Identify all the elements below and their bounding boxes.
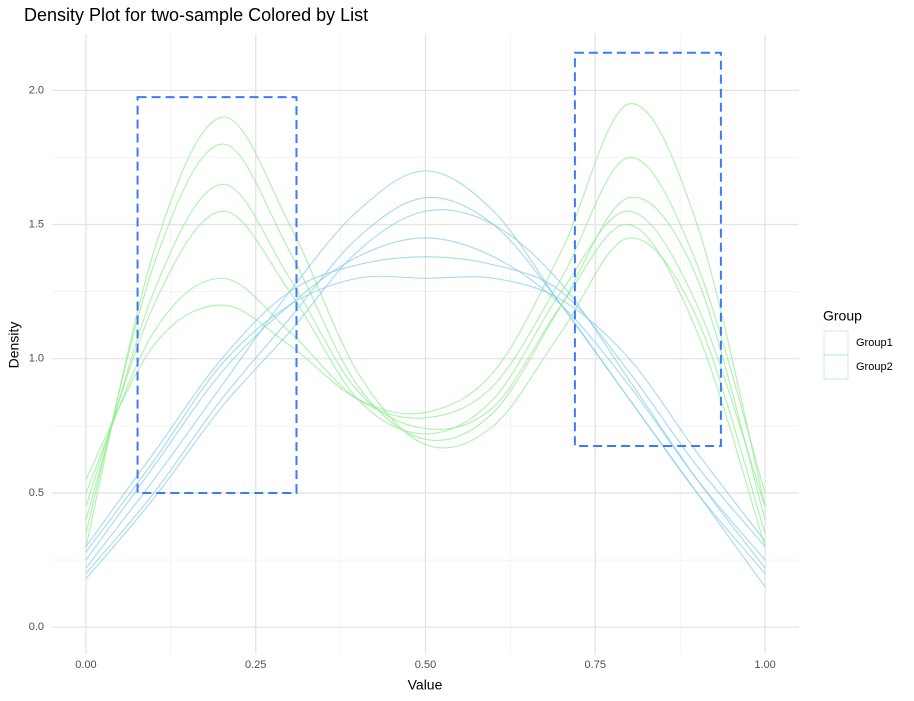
y-tick-label: 1.0: [29, 353, 44, 365]
x-tick-label: 1.00: [754, 659, 775, 671]
legend-key: [823, 354, 849, 380]
density-curve: [85, 156, 766, 494]
x-tick-label: 0.25: [245, 659, 266, 671]
density-curve: [85, 256, 766, 547]
legend-label: Group2: [856, 361, 893, 373]
x-tick-label: 0.00: [75, 659, 96, 671]
legend-key: [823, 330, 849, 356]
legend-label: Group1: [856, 337, 893, 349]
x-tick-label: 0.50: [415, 659, 436, 671]
density-curve: [85, 183, 766, 547]
highlight-box: [136, 96, 298, 494]
x-tick-label: 0.75: [585, 659, 606, 671]
x-axis-label: Value: [408, 677, 443, 693]
y-axis-label: Density: [6, 322, 22, 369]
y-tick-label: 1.5: [29, 218, 44, 230]
y-tick-label: 2.0: [29, 84, 44, 96]
density-curve: [85, 103, 766, 507]
density-curve: [85, 237, 766, 561]
density-curve: [85, 143, 766, 534]
y-tick-label: 0.0: [29, 621, 44, 633]
chart-title: Density Plot for two-sample Colored by L…: [24, 5, 368, 25]
density-curve: [85, 209, 766, 580]
legend-title: Group: [823, 308, 862, 324]
density-curve: [85, 275, 766, 553]
density-curve: [85, 210, 766, 507]
density-curve: [85, 170, 766, 588]
highlight-box: [573, 51, 722, 447]
y-tick-label: 0.5: [29, 487, 44, 499]
